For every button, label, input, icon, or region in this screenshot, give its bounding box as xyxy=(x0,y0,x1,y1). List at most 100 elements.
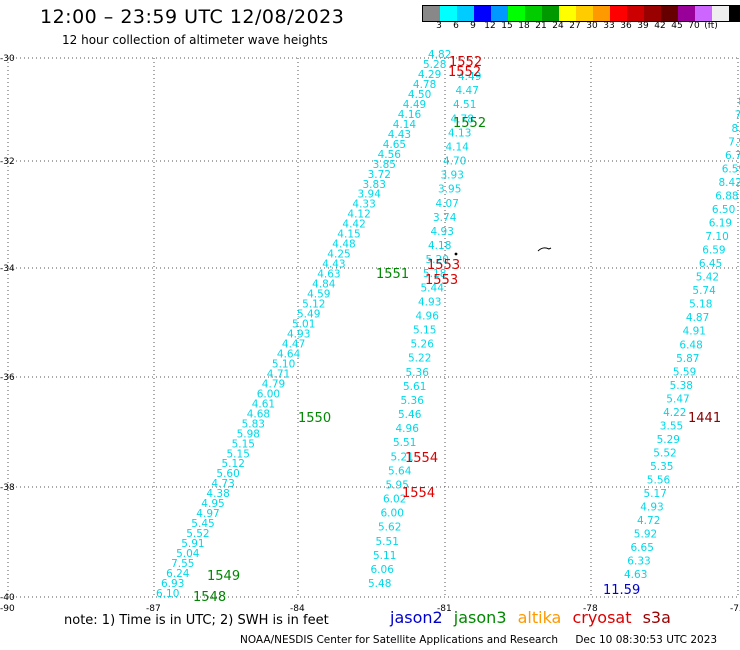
pass-label: 1552 xyxy=(449,55,482,70)
wave-height-value: 5.15 xyxy=(413,325,436,337)
wave-height-value: 5.12 xyxy=(302,299,325,311)
wave-height-value: 8.18 xyxy=(738,96,740,108)
pass-label: 1548 xyxy=(193,590,226,605)
wave-height-value: 3.83 xyxy=(363,179,386,191)
wave-height-value: 6.02 xyxy=(383,494,406,506)
wave-height-value: 4.49 xyxy=(403,99,426,111)
colorbar-label: 27 xyxy=(569,21,581,31)
pass-label: 1550 xyxy=(298,411,331,426)
note: note: 1) Time is in UTC; 2) SWH is in fe… xyxy=(64,613,329,628)
wave-height-value: 6.59 xyxy=(722,164,740,176)
wave-height-value: 4.96 xyxy=(396,423,420,435)
wave-height-value: 5.64 xyxy=(388,465,412,477)
satellite-legend: jason2 jason3 altika cryosat s3a xyxy=(390,608,677,627)
credit: NOAA/NESDIS Center for Satellite Applica… xyxy=(240,634,717,646)
wave-height-value: 5.38 xyxy=(670,380,693,392)
wave-height-value: 5.21 xyxy=(391,451,414,463)
wave-height-value: 5.52 xyxy=(653,447,676,459)
wave-height-value: 5.83 xyxy=(242,418,265,430)
colorbar-swatch xyxy=(525,6,542,21)
wave-height-value: 4.61 xyxy=(252,398,275,410)
lon-tick-label: -78 xyxy=(583,604,598,614)
lon-tick-label: -75 xyxy=(730,604,740,614)
wave-height-value: 4.96 xyxy=(416,310,440,322)
colorbar-swatch xyxy=(559,6,576,21)
wave-height-value: 6.33 xyxy=(627,556,650,568)
legend-jason3: jason3 xyxy=(453,608,507,627)
lat-tick-label: -34 xyxy=(0,264,15,274)
wave-height-value: 3.55 xyxy=(660,420,683,432)
wave-height-value: 4.33 xyxy=(352,199,375,211)
wave-height-value: 4.47 xyxy=(282,339,305,351)
wave-height-value: 4.93 xyxy=(431,226,454,238)
colorbar-swatch xyxy=(661,6,678,21)
wave-height-value: 5.98 xyxy=(237,428,260,440)
colorbar-label: 39 xyxy=(637,21,649,31)
colorbar-swatch xyxy=(729,6,740,21)
wave-height-value: 4.93 xyxy=(287,329,310,341)
colorbar-label: 6 xyxy=(453,21,459,31)
wave-height-value: 4.48 xyxy=(332,239,355,251)
wave-height-value: 5.12 xyxy=(222,458,245,470)
wave-height-value: 5.46 xyxy=(398,409,422,421)
wave-height-value: 4.25 xyxy=(327,249,350,261)
wave-height-value: 4.14 xyxy=(393,119,417,131)
wave-height-value: 7.10 xyxy=(705,231,728,243)
wave-height-value: 5.42 xyxy=(696,272,719,284)
wave-height-value: 5.45 xyxy=(191,518,214,530)
pass-label: 1549 xyxy=(207,569,240,584)
credit-timestamp: Dec 10 08:30:53 UTC 2023 xyxy=(575,634,718,646)
wave-height-value: 6.77 xyxy=(725,150,740,162)
wave-height-value: 5.15 xyxy=(232,438,255,450)
wave-height-value: 5.28 xyxy=(423,59,446,71)
wave-height-value: 7.10 xyxy=(735,110,740,122)
wave-height-value: 5.95 xyxy=(386,479,409,491)
wave-height-value: 6.93 xyxy=(161,578,184,590)
wave-height-value: 3.72 xyxy=(368,169,391,181)
wave-height-value: 4.50 xyxy=(408,89,431,101)
wave-height-value: 5.61 xyxy=(403,381,426,393)
wave-height-value: 5.59 xyxy=(673,366,696,378)
wave-height-value: 4.63 xyxy=(317,269,340,281)
wave-height-value: 5.62 xyxy=(378,522,401,534)
colorbar-swatch xyxy=(695,6,712,21)
wave-height-value: 3.93 xyxy=(441,170,464,182)
legend-altika: altika xyxy=(517,608,562,627)
colorbar-label: 33 xyxy=(603,21,615,31)
colorbar-label: 45 xyxy=(671,21,683,31)
colorbar-swatch xyxy=(423,6,440,21)
colorbar-swatch xyxy=(491,6,508,21)
lat-tick-label: -36 xyxy=(0,373,15,383)
wave-height-value: 5.47 xyxy=(666,393,689,405)
wave-height-value: 5.26 xyxy=(411,339,435,351)
wave-height-value: 5.44 xyxy=(421,282,445,294)
wave-height-value: 4.91 xyxy=(683,326,706,338)
wave-height-value: 4.29 xyxy=(418,69,441,81)
colorbar-label: 70 xyxy=(688,21,700,31)
wave-height-value: 4.51 xyxy=(453,99,476,111)
wave-height-value: 5.49 xyxy=(297,309,320,321)
colorbar-swatch xyxy=(593,6,610,21)
wave-height-value: 4.12 xyxy=(347,209,370,221)
wave-height-value: 5.22 xyxy=(408,353,431,365)
pass-label: 1441 xyxy=(688,411,721,426)
pass-label: 1552 xyxy=(448,65,481,80)
wave-height-value: 3.95 xyxy=(438,184,461,196)
wave-height-value: 4.93 xyxy=(418,296,441,308)
colorbar-label: 24 xyxy=(552,21,564,31)
wave-height-value: 4.15 xyxy=(337,229,360,241)
wave-height-value: 4.97 xyxy=(196,508,219,520)
lat-tick-label: -32 xyxy=(0,157,15,167)
colorbar-label: 30 xyxy=(586,21,598,31)
island-outline xyxy=(537,247,552,252)
wave-height-value: 5.91 xyxy=(181,538,204,550)
wave-height-value: 7.94 xyxy=(728,137,740,149)
wave-height-value: 6.06 xyxy=(371,564,395,576)
wave-height-value: 5.56 xyxy=(647,474,671,486)
wave-height-value: 5.18 xyxy=(689,299,712,311)
wave-height-value: 5.20 xyxy=(426,254,449,266)
colorbar-label: 21 xyxy=(535,21,547,31)
wave-height-value: 4.78 xyxy=(451,113,474,125)
colorbar-label: 42 xyxy=(654,21,666,31)
